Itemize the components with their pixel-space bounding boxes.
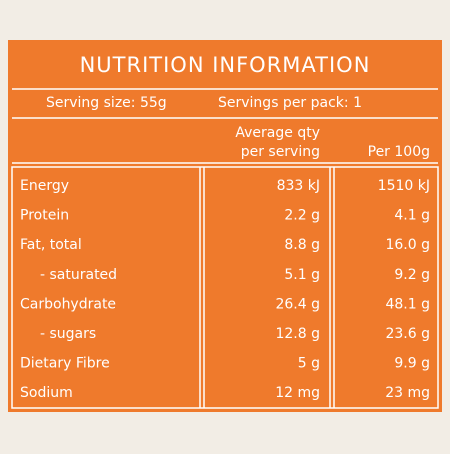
table-border bbox=[11, 166, 439, 409]
per-serving-value: 2.2 g bbox=[284, 208, 320, 224]
per-100g-value: 9.9 g bbox=[394, 356, 430, 372]
per-serving-value: 12 mg bbox=[275, 385, 320, 401]
per-100g-value: 23.6 g bbox=[385, 326, 430, 342]
per-serving-value: 5.1 g bbox=[284, 267, 320, 283]
serving-size: Serving size: 55g bbox=[46, 95, 167, 111]
per-serving-value: 12.8 g bbox=[275, 326, 320, 342]
per-100g-value: 9.2 g bbox=[394, 267, 430, 283]
per-serving-value: 833 kJ bbox=[277, 178, 320, 194]
per-100g-value: 23 mg bbox=[385, 385, 430, 401]
title: NUTRITION INFORMATION bbox=[80, 53, 371, 77]
per-100g-value: 1510 kJ bbox=[378, 178, 430, 194]
nutrient-name: Dietary Fibre bbox=[20, 356, 110, 372]
per-serving-value: 5 g bbox=[298, 356, 320, 372]
nutrient-name: - sugars bbox=[40, 326, 96, 342]
per-serving-value: 8.8 g bbox=[284, 237, 320, 253]
per-100g-value: 48.1 g bbox=[385, 296, 430, 312]
nutrient-name: Energy bbox=[20, 178, 69, 194]
nutrient-name: Fat, total bbox=[20, 237, 82, 253]
nutrient-name: - saturated bbox=[40, 267, 117, 283]
column-header: per serving bbox=[241, 144, 320, 160]
per-100g-value: 4.1 g bbox=[394, 208, 430, 224]
nutrient-name: Sodium bbox=[20, 385, 73, 401]
column-header: Average qty bbox=[235, 125, 320, 141]
per-100g-value: 16.0 g bbox=[385, 237, 430, 253]
nutrient-name: Protein bbox=[20, 208, 69, 224]
servings-per-pack: Servings per pack: 1 bbox=[218, 95, 362, 111]
per-serving-value: 26.4 g bbox=[275, 296, 320, 312]
nutrient-name: Carbohydrate bbox=[20, 296, 116, 312]
column-header: Per 100g bbox=[368, 144, 430, 160]
panel-background bbox=[8, 40, 442, 412]
